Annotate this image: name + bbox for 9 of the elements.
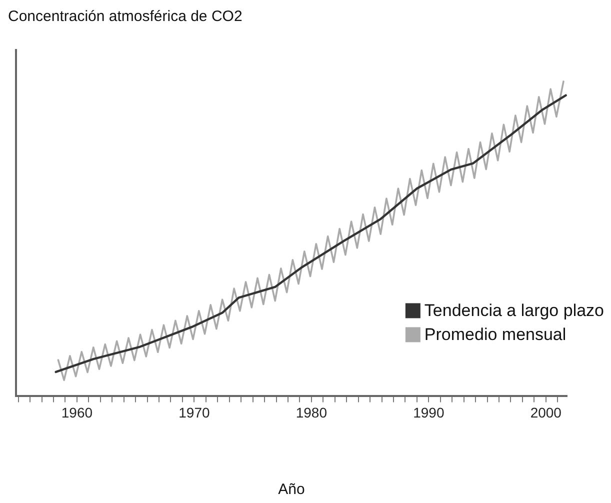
legend-label: Tendencia a largo plazo: [424, 300, 604, 320]
legend-label: Promedio mensual: [424, 324, 566, 344]
x-tick-label: 1980: [296, 404, 328, 420]
x-tick-label: 1960: [61, 404, 93, 420]
x-tick-label: 2000: [530, 404, 562, 420]
x-tick-label: 1990: [413, 404, 444, 420]
x-tick-label: 1970: [178, 404, 210, 420]
x-axis-title: Año: [278, 481, 305, 498]
chart-title: Concentración atmosférica de CO2: [8, 8, 242, 26]
